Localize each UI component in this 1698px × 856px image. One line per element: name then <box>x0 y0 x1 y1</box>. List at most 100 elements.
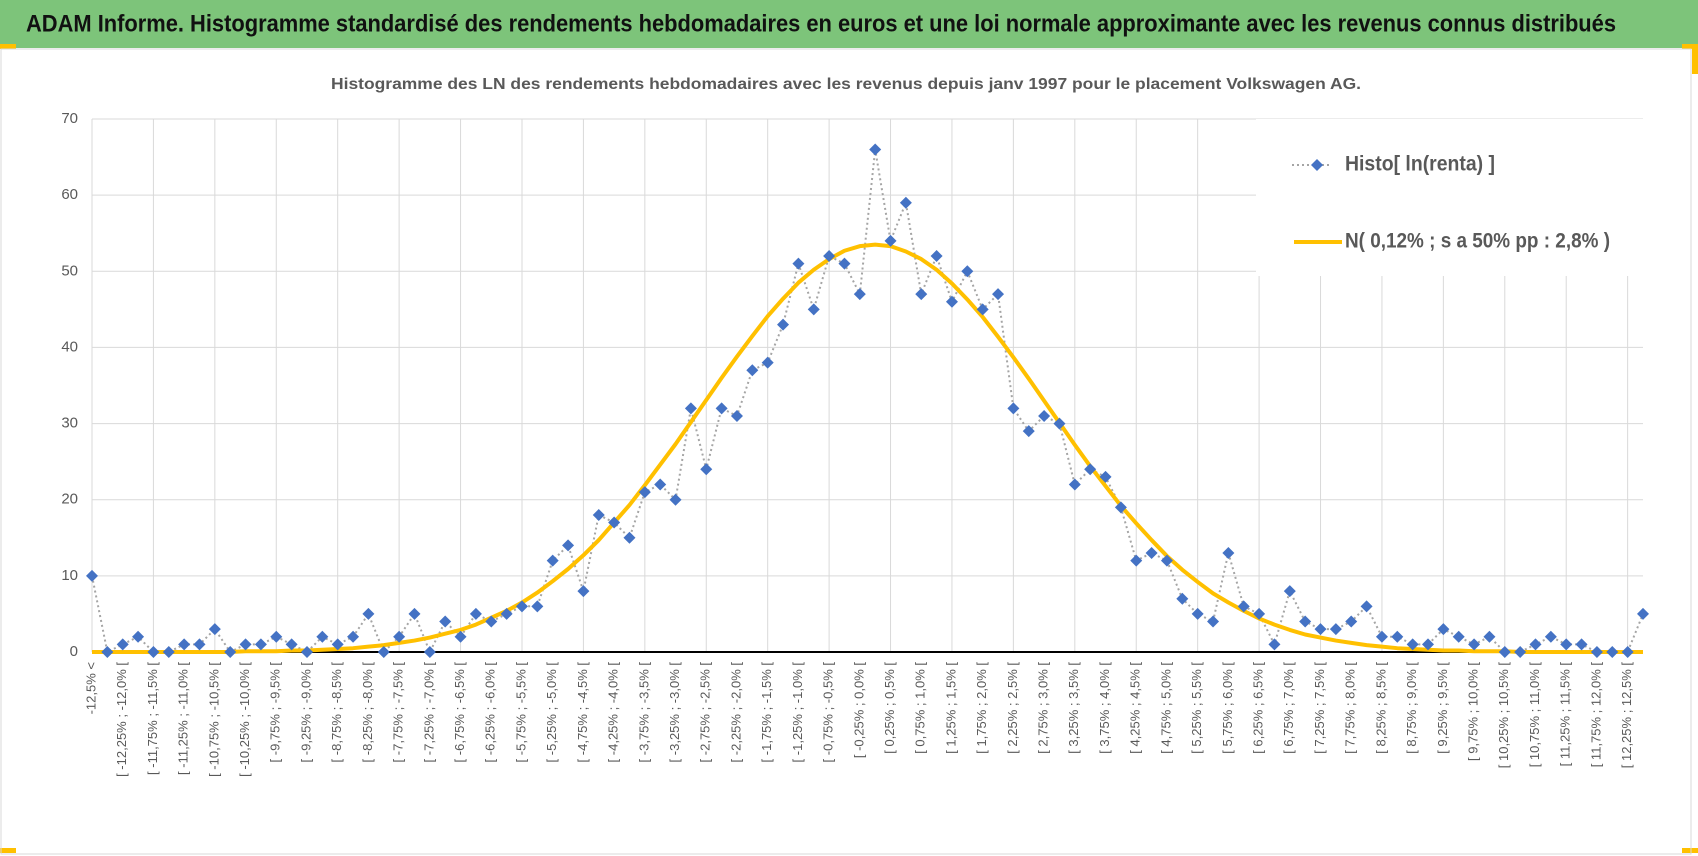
histogram-point <box>1468 638 1481 651</box>
x-tick-label: [ -3,75% ; -3,5% [ <box>636 662 651 763</box>
histogram-point <box>623 531 636 544</box>
x-tick-label: [ 9,75% ; 10,0% [ <box>1466 662 1481 761</box>
histogram-point <box>792 257 805 270</box>
histogram-point <box>408 607 421 620</box>
histogram-point <box>1299 615 1312 628</box>
x-tick-label: [ 3,25% ; 3,5% [ <box>1066 662 1081 754</box>
x-tick-label: [ -7,25% ; -7,0% [ <box>421 662 436 763</box>
histogram-point <box>961 265 974 278</box>
histogram-point <box>485 615 498 628</box>
x-tick-label: [ -10,25% ; -10,0% [ <box>237 662 252 777</box>
histogram-point <box>162 646 175 658</box>
x-tick-label: [ 4,25% ; 4,5% [ <box>1128 662 1143 754</box>
histogram-point <box>362 607 375 620</box>
histogram-point <box>316 630 329 643</box>
x-tick-label: [ 10,25% ; 10,5% [ <box>1496 662 1511 769</box>
x-tick-label: [ 2,25% ; 2,5% [ <box>1005 662 1020 754</box>
histogram-point <box>86 569 98 582</box>
x-tick-label: [ -10,75% ; -10,5% [ <box>206 662 221 777</box>
x-tick-label: [ 7,25% ; 7,5% [ <box>1312 662 1327 754</box>
histogram-point <box>1590 646 1603 658</box>
x-tick-label: [ 12,25% ; 12,5% [ <box>1619 662 1634 769</box>
histogram-point <box>1360 600 1373 613</box>
histogram-point <box>1483 630 1496 643</box>
y-tick-label: 20 <box>61 491 78 508</box>
histogram-point <box>1391 630 1404 643</box>
histogram-point <box>1406 638 1419 651</box>
histogram-point <box>1621 646 1634 658</box>
histogram-point <box>1176 592 1189 605</box>
x-tick-label: [ -9,25% ; -9,0% [ <box>298 662 313 763</box>
histogram-point <box>899 196 912 209</box>
histogram-point <box>884 234 897 247</box>
histogram-point <box>562 539 575 552</box>
histogram-point <box>423 646 436 658</box>
histogram-point <box>1253 607 1266 620</box>
legend-label: N( 0,12% ; s a 50% pp : 2,8% ) <box>1345 230 1610 253</box>
histogram-point <box>838 257 851 270</box>
x-tick-label: [ 6,25% ; 6,5% [ <box>1251 662 1266 754</box>
histogram-point <box>116 638 129 651</box>
x-tick-label: [ -8,25% ; -8,0% [ <box>360 662 375 763</box>
corner-mark <box>1682 848 1698 853</box>
corner-mark <box>1692 44 1698 74</box>
x-tick-label: [ 10,75% ; 11,0% [ <box>1527 662 1542 768</box>
x-tick-label: [ -1,75% ; -1,5% [ <box>759 662 774 763</box>
x-tick-label: [ -4,25% ; -4,0% [ <box>606 662 621 763</box>
normal-curve <box>92 242 1643 654</box>
histogram-point <box>1283 585 1296 598</box>
legend-label: Histo[ ln(renta) ] <box>1345 153 1495 176</box>
histogram-point <box>1237 600 1250 613</box>
histogram-point <box>1529 638 1542 651</box>
histogram-point <box>1053 417 1066 430</box>
histogram-point <box>454 630 467 643</box>
legend-marker <box>1311 159 1323 171</box>
histogram-point <box>1191 607 1204 620</box>
x-tick-label: [ -6,75% ; -6,5% [ <box>452 662 467 763</box>
chart-title: Histogramme des LN des rendements hebdom… <box>331 76 1361 93</box>
y-tick-label: 50 <box>61 262 78 279</box>
histogram-point <box>1114 501 1127 514</box>
x-tick-label: [ 0,25% ; 0,5% [ <box>882 662 897 754</box>
x-tick-label: [ -3,25% ; -3,0% [ <box>667 662 682 763</box>
x-tick-label: [ 1,25% ; 1,5% [ <box>943 662 958 754</box>
y-tick-label: 60 <box>61 186 78 203</box>
x-tick-label: [ -11,75% ; -11,5% [ <box>145 662 160 775</box>
histogram-point <box>285 638 298 651</box>
histogram-point <box>546 554 559 567</box>
histogram-point <box>1514 646 1527 658</box>
x-tick-label: [ 9,25% ; 9,5% [ <box>1435 662 1450 754</box>
histogram-point <box>1452 630 1465 643</box>
x-tick-label: [ -9,75% ; -9,5% [ <box>268 662 283 763</box>
histogram-point <box>531 600 544 613</box>
corner-mark <box>0 848 16 853</box>
x-tick-label: [ 3,75% ; 4,0% [ <box>1097 662 1112 754</box>
histogram-point <box>101 646 114 658</box>
header-title: ADAM Informe. Histogramme standardisé de… <box>26 10 1616 37</box>
histogram-point <box>700 463 713 476</box>
y-tick-label: 40 <box>61 338 78 355</box>
histogram-point <box>654 478 667 491</box>
x-tick-label: [ -12,25% ; -12,0% [ <box>114 662 129 777</box>
histogram-point <box>592 508 605 521</box>
histogram-point <box>992 288 1005 301</box>
y-tick-label: 10 <box>61 567 78 584</box>
histogram-point <box>777 318 790 331</box>
histogram-point <box>270 630 283 643</box>
histogram-point <box>1375 630 1388 643</box>
x-tick-label: [ 0,75% ; 1,0% [ <box>913 662 928 754</box>
x-tick-label: [ 2,75% ; 3,0% [ <box>1036 662 1051 754</box>
corner-mark <box>0 44 16 49</box>
x-tick-label: [ 8,75% ; 9,0% [ <box>1404 662 1419 754</box>
histogram-point <box>1145 547 1158 560</box>
x-tick-label: [ -0,75% ; -0,5% [ <box>821 662 836 763</box>
x-tick-label: [ 7,75% ; 8,0% [ <box>1343 662 1358 754</box>
x-tick-label: [ -2,25% ; -2,0% [ <box>728 662 743 763</box>
histogram-point <box>193 638 206 651</box>
x-tick-label: [ -0,25% ; 0,0% [ <box>851 662 866 758</box>
x-tick-label: [ -2,75% ; -2,5% [ <box>698 662 713 763</box>
legend-box <box>1256 119 1656 276</box>
histogram-point <box>1084 463 1097 476</box>
corner-mark <box>1682 44 1698 49</box>
